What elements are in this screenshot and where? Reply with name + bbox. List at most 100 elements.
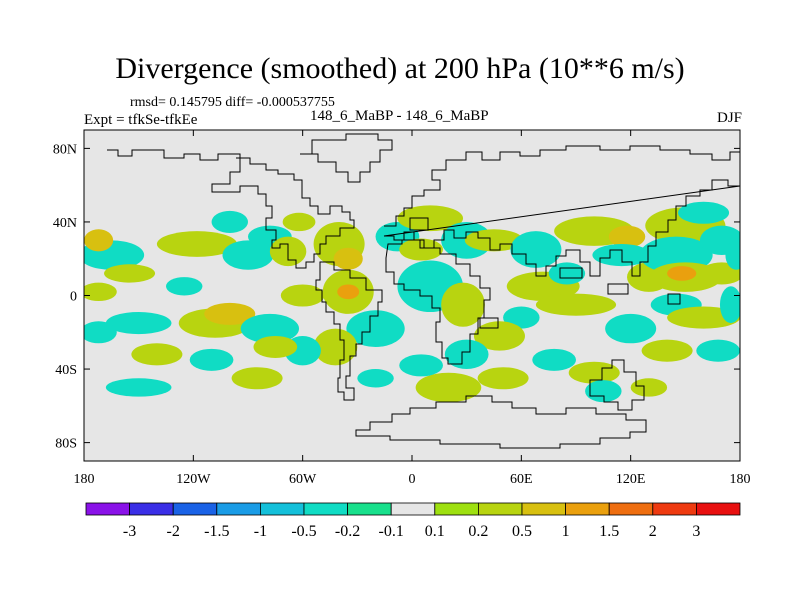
contour-region [725,240,740,270]
contour-region [211,210,248,233]
contour-region [630,378,668,397]
contour-region [397,205,464,232]
coastline-africa [385,239,491,365]
colorbar-swatch [565,502,610,516]
colorbar-label: 0.1 [425,523,445,540]
contour-region [156,231,238,257]
contour-region [510,231,562,268]
x-axis: 180 120W 60W 0 60E 120E 180 [74,130,751,487]
contour-region [641,339,693,362]
contour-region [444,339,489,370]
contour-region [313,328,358,366]
contour-region [222,240,274,270]
colorbar-label: 2 [649,523,657,540]
coastline-north-america [107,149,355,269]
coastline-layer [107,133,740,449]
y-tick-label: 40S [55,363,77,378]
contour-region [131,343,183,366]
contour-region [240,313,300,344]
y-tick-label: 80S [55,437,77,452]
coastline-eurasia [383,145,740,277]
contour-region [503,306,540,329]
contour-region [441,282,485,327]
colorbar-swatch [129,502,174,516]
contour-region [280,284,325,307]
season-label: DJF [716,110,742,126]
contour-region [608,225,646,248]
coastline-south-america [315,261,383,401]
contour-region [699,262,740,285]
colorbar-label: -0.5 [291,523,316,540]
contour-region [84,321,117,344]
colorbar-label: -0.2 [335,523,360,540]
colorbar-swatch [172,502,218,516]
colorbar-swatch [85,502,130,516]
colorbar-label: -2 [167,523,180,540]
colorbar-swatch [303,502,348,516]
colorbar-swatch [477,502,523,516]
contour-region [477,367,529,390]
contour-region [568,361,620,384]
contour-region [333,247,363,270]
contour-region [84,282,117,302]
x-tick-label: 60W [289,472,317,487]
colorbar-swatch [259,502,305,516]
contour-region [399,354,443,377]
coastline-antarctica [355,395,647,449]
colorbar-swatch [434,502,479,516]
coastline-australia [589,359,645,411]
contour-region [473,321,525,351]
contour-region [678,201,730,224]
colorbar-label: 0.5 [512,523,532,540]
x-tick-label: 180 [74,472,95,487]
contour-region [605,313,657,344]
contour-region [415,372,482,403]
contour-region [399,238,443,261]
colorbar-swatch [608,502,654,516]
stats-line: rmsd= 0.145795 diff= -0.000537755 [130,95,335,110]
contour-region [337,284,360,300]
contour-region [105,312,172,335]
contour-region [282,212,316,232]
colorbar-swatch [216,502,261,516]
colorbar-label: -0.1 [379,523,404,540]
contour-region [357,369,394,388]
colorbar-label: -3 [123,523,136,540]
x-tick-label: 120E [616,472,646,487]
x-tick-label: 0 [409,472,416,487]
runs-label: 148_6_MaBP - 148_6_MaBP [310,108,489,124]
experiment-label: Expt = tfkSe-tfkEe [84,112,198,128]
coastline-islands [409,217,681,329]
colorbar-swatch [696,502,741,516]
colorbar: -3 -2 -1.5 -1 -0.5 -0.2 -0.1 0.1 0.2 0.5 1 1.5 2 3 [85,502,741,540]
contour-region [464,229,524,252]
chart-title: Divergence (smoothed) at 200 hPa (10**6 … [115,52,685,85]
colorbar-label: 1 [562,523,570,540]
colorbar-label: -1 [254,523,267,540]
y-tick-label: 40N [53,216,77,231]
contour-region [189,348,234,371]
colorbar-label: 3 [692,523,700,540]
contour-region [535,293,617,316]
y-tick-label: 80N [53,142,77,157]
contour-region [104,264,156,283]
y-axis: 80N 40N 0 40S 80S [53,142,740,452]
contour-region [346,310,405,347]
y-tick-label: 0 [70,290,77,305]
x-tick-label: 120W [176,472,211,487]
contour-region [585,380,622,403]
contour-region [231,367,283,390]
contour-region [719,286,740,324]
contour-region [253,335,298,359]
x-tick-label: 180 [730,472,751,487]
colorbar-label: 0.2 [468,523,488,540]
contour-fill-layer [84,201,740,403]
colorbar-swatch [347,502,392,516]
contour-region [204,302,256,325]
x-tick-label: 60E [510,472,533,487]
colorbar-label: 1.5 [599,523,619,540]
contour-region [667,266,697,281]
contour-region [166,277,203,296]
colorbar-swatch [652,502,697,516]
